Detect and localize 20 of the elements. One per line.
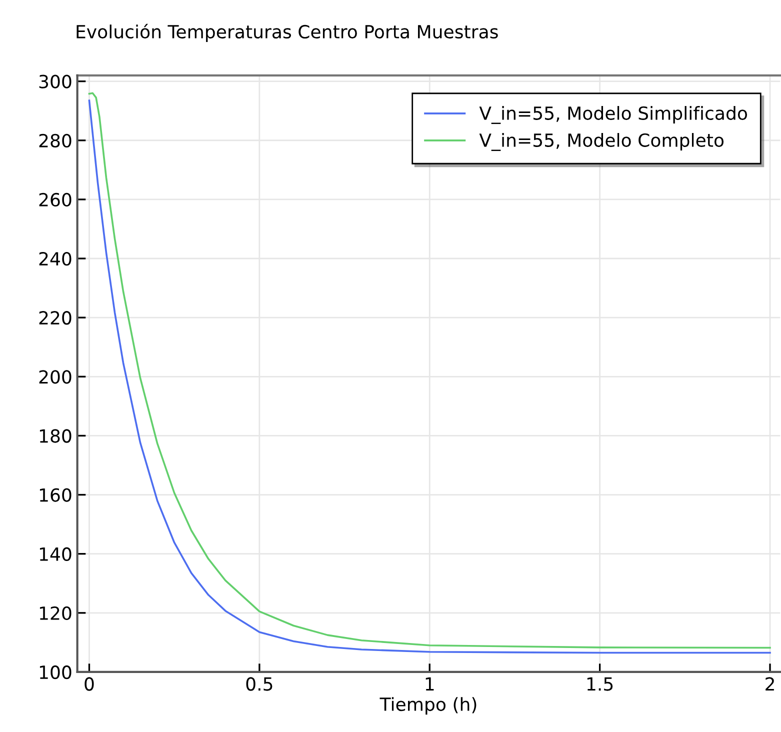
y-tick-label: 280 bbox=[39, 134, 72, 148]
y-tick-label: 300 bbox=[39, 74, 72, 88]
x-tick-label: 1.5 bbox=[587, 677, 613, 691]
y-tick-label: 160 bbox=[40, 488, 72, 502]
y-tick-label: 240 bbox=[39, 252, 72, 266]
legend-label: V_in=55, Modelo Simplificado bbox=[479, 106, 748, 124]
chart-title: Evolución Temperaturas Centro Porta Muestras bbox=[76, 24, 498, 42]
y-tick-label: 100 bbox=[40, 665, 72, 680]
y-tick-label: 120 bbox=[40, 606, 72, 620]
x-axis-title: Tiempo (h) bbox=[380, 697, 476, 715]
x-tick-label: 2 bbox=[766, 677, 774, 691]
y-tick-label: 200 bbox=[39, 370, 72, 384]
y-tick-label: 220 bbox=[39, 311, 72, 325]
legend-label: V_in=55, Modelo Completo bbox=[479, 133, 724, 151]
y-tick-label: 260 bbox=[39, 192, 72, 207]
x-tick-label: 0.5 bbox=[246, 677, 272, 691]
x-tick-label: 1 bbox=[426, 677, 434, 691]
y-tick-label: 140 bbox=[40, 547, 72, 561]
y-tick-label: 180 bbox=[40, 429, 72, 443]
x-tick-label: 0 bbox=[84, 677, 94, 691]
